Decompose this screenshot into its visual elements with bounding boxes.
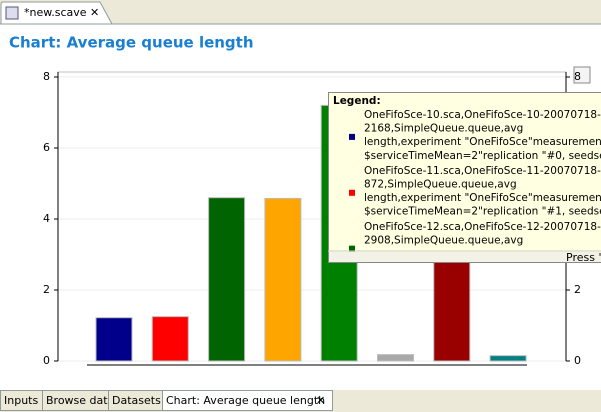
file-icon [5,6,19,20]
y-tick-label: 8 [43,70,50,83]
bottom-tab-label: Datasets [112,394,161,407]
legend-button[interactable] [573,66,591,84]
legend-text: 2168,SimpleQueue.queue,avg [364,123,523,135]
y-tick-label: 0 [43,354,50,367]
legend-hint: Press 'F2 [566,251,601,264]
bar [489,355,527,362]
bar [95,317,133,362]
legend-swatch [349,133,355,140]
legend-text: 872,SimpleQueue.queue,avg [364,179,517,191]
y-tick-label: 4 [43,212,50,225]
bar [377,354,414,362]
bar [151,316,189,362]
bottom-tab-label: Chart: Average queue length [166,394,325,407]
legend-text: $serviceTimeMean=2"replication "#1, seed… [364,206,601,218]
chart-title: Chart: Average queue length [9,34,254,52]
bottom-tab[interactable] [162,390,333,411]
bottom-tab-label: Inputs [4,394,38,407]
bottom-tab-label: Browse data [46,394,114,407]
legend-swatch [349,245,355,252]
editor-tab-label: *new.scave [24,6,87,19]
legend-text: OneFifoSce-10.sca,OneFifoSce-10-20070718… [364,109,601,121]
legend-text: OneFifoSce-12.sca,OneFifoSce-12-20070718… [364,221,601,233]
y2-tick-label: 8 [574,70,581,83]
bar [208,197,246,362]
legend-text: length,experiment "OneFifoSce"measuremen… [364,192,601,204]
legend-popup: Legend: OneFifoSce-10.sca,OneFifoSce-10-2… [328,92,601,264]
y2-tick-label: 2 [574,283,581,296]
close-icon[interactable]: ✕ [316,394,325,407]
legend-swatch [349,189,355,196]
legend-text: OneFifoSce-11.sca,OneFifoSce-11-20070718… [364,165,601,177]
y2-tick-label: 0 [574,354,581,367]
close-icon[interactable]: ✕ [90,6,99,19]
editor-tab[interactable] [0,1,113,25]
bar [264,197,302,362]
y-tick-label: 2 [43,283,50,296]
legend-hint-bg [329,252,601,262]
legend-text: length,experiment "OneFifoSce"measuremen… [364,136,601,148]
legend-box [328,92,601,263]
y-tick-label: 6 [43,141,50,154]
legend-title: Legend: [333,95,381,107]
legend-text: $serviceTimeMean=2"replication "#0, seed… [364,150,601,162]
legend-text: 2908,SimpleQueue.queue,avg [364,234,523,246]
